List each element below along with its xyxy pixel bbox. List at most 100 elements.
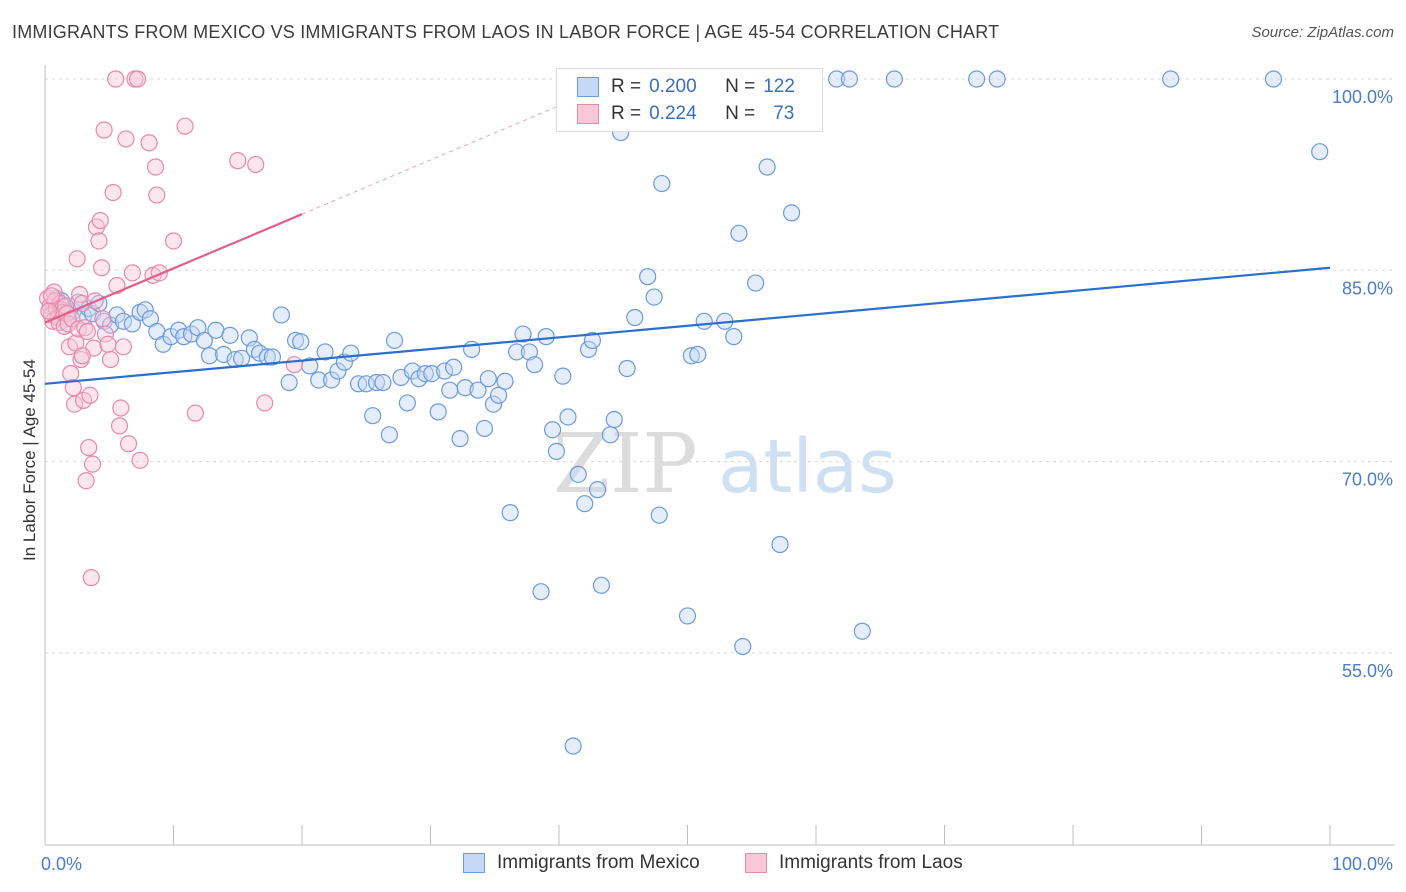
r-label: R = — [611, 76, 642, 97]
mexico-point — [650, 506, 668, 524]
laos-point — [131, 451, 149, 469]
legend-item-laos[interactable]: Immigrants from Laos — [745, 852, 963, 874]
legend-item-mexico[interactable]: Immigrants from Mexico — [463, 852, 700, 874]
r-value-laos: 0.224 — [649, 103, 697, 124]
laos-point — [80, 438, 98, 457]
laos-point — [40, 302, 58, 320]
laos-point — [99, 335, 117, 353]
mexico-point — [525, 356, 544, 374]
x-tick-label: 100.0% — [1332, 854, 1393, 874]
n-value-laos: 73 — [773, 103, 795, 124]
laos-swatch — [577, 104, 599, 124]
mexico-point — [579, 340, 598, 358]
mexico-point — [380, 426, 398, 444]
mexico-point — [429, 403, 447, 421]
mexico-point — [195, 331, 213, 350]
mexico-point — [292, 333, 310, 351]
y-tick-label: 85.0% — [1342, 278, 1393, 298]
laos-point — [90, 232, 108, 250]
laos-point — [91, 211, 109, 230]
laos-point — [65, 395, 84, 413]
laos-point — [229, 152, 247, 170]
source-label: Source: ZipAtlas.com — [1251, 24, 1394, 41]
y-tick-label: 70.0% — [1342, 470, 1393, 490]
mexico-point — [547, 442, 566, 460]
mexico-point — [734, 637, 752, 656]
mexico-point — [322, 371, 341, 389]
mexico-point — [475, 419, 494, 438]
series-legend: Immigrants from Mexico Immigrants from L… — [0, 852, 1406, 878]
n-value-mexico: 122 — [763, 76, 795, 97]
mexico-point — [200, 347, 219, 365]
mexico-trend-line — [44, 266, 1331, 385]
y-tick-label: 100.0% — [1332, 87, 1393, 107]
laos-point — [92, 259, 111, 277]
mexico-point — [1311, 143, 1329, 161]
trend-lines — [44, 105, 1331, 385]
legend-label-laos: Immigrants from Laos — [779, 852, 963, 873]
mexico-point — [469, 381, 487, 399]
mexico-point — [316, 343, 334, 361]
mexico-point — [583, 331, 602, 350]
laos-point — [148, 186, 166, 204]
mexico-point — [827, 70, 846, 88]
mexico-point — [342, 344, 360, 362]
mexico-point — [771, 535, 789, 554]
mexico-point — [329, 362, 347, 380]
mexico-point — [272, 306, 291, 324]
mexico-point — [840, 70, 859, 88]
mexico-point — [592, 576, 611, 594]
mexico-point — [385, 331, 404, 350]
x-tick-labels: 0.0% 100.0% — [41, 854, 1393, 874]
mexico-point — [136, 301, 154, 319]
laos-point — [114, 338, 132, 356]
mexico-point — [456, 379, 474, 397]
mexico-point — [310, 371, 328, 389]
y-tick-labels: 100.0% 85.0% 70.0% 55.0% — [1332, 87, 1393, 681]
watermark: ZIP atlas — [553, 417, 897, 512]
mexico-point — [747, 274, 765, 292]
mexico-point — [988, 70, 1006, 88]
mexico-point — [496, 372, 514, 390]
mexico-point — [364, 407, 382, 425]
mexico-point — [221, 326, 239, 344]
stats-row-laos: R = 0.224 N = 73 — [577, 101, 794, 127]
mexico-point — [441, 381, 459, 399]
laos-point — [81, 386, 99, 404]
mexico-point — [436, 362, 454, 380]
watermark-atlas: atlas — [718, 424, 897, 510]
mexico-point — [507, 343, 526, 361]
mexico-point — [250, 344, 269, 362]
laos-trend-extension — [301, 105, 560, 215]
laos-point — [42, 287, 61, 305]
laos-point — [77, 472, 95, 490]
laos-point — [73, 347, 91, 365]
mexico-point — [559, 408, 577, 426]
mexico-point — [968, 70, 986, 88]
mexico-point — [689, 345, 707, 364]
laos-point — [107, 70, 125, 88]
mexico-point — [479, 370, 497, 388]
laos-trend-line — [44, 213, 303, 324]
laos-point — [104, 183, 122, 202]
mexico-point — [554, 367, 572, 385]
laos-point — [285, 356, 303, 374]
laos-point — [146, 158, 165, 176]
laos-point — [62, 365, 80, 383]
laos-point — [94, 310, 112, 328]
mexico-point — [543, 421, 562, 439]
laos-point — [82, 569, 100, 587]
mexico-point — [605, 410, 623, 429]
laos-point — [68, 250, 86, 268]
mexico-point — [374, 373, 392, 392]
laos-point — [112, 399, 130, 417]
mexico-point — [532, 583, 550, 601]
mexico-point — [1264, 70, 1283, 88]
r-value-mexico: 0.200 — [649, 76, 697, 97]
mexico-point — [885, 70, 903, 88]
mexico-point — [725, 328, 743, 346]
mexico-point — [514, 325, 532, 343]
mexico-point — [108, 306, 126, 324]
laos-point — [247, 155, 265, 174]
